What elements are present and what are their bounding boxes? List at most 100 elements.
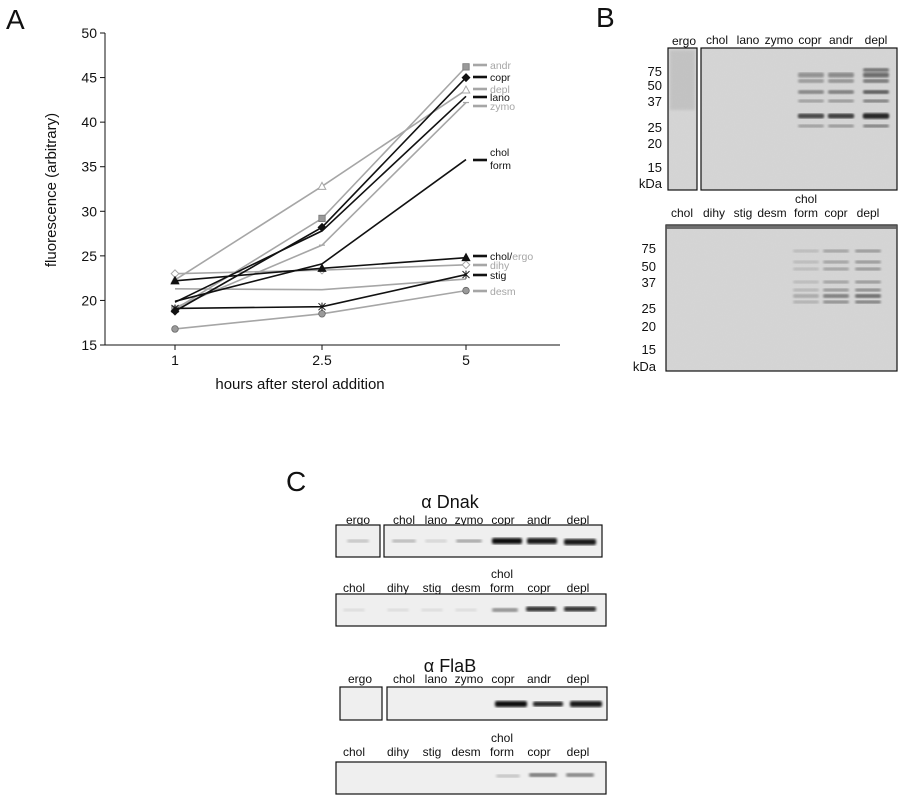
lane-label: zymo — [765, 33, 794, 47]
gel-band — [823, 288, 849, 292]
legend-label: andr — [490, 60, 512, 72]
mw-marker-label: 75 — [642, 241, 656, 256]
lane-label: chol — [393, 513, 415, 527]
data-point-marker — [317, 181, 327, 190]
gel-band — [828, 99, 854, 103]
gel-band — [798, 79, 824, 83]
lane-label: chol — [393, 672, 415, 686]
blot-strips: ergo chol lano zymo copr andr depl chol dihy stig… — [335, 513, 608, 795]
data-point-marker — [461, 85, 471, 94]
blot-band — [566, 773, 594, 777]
lane-label: depl — [857, 206, 880, 220]
mw-marker-label: 25 — [648, 120, 662, 135]
lane-label: depl — [567, 513, 590, 527]
gel-band — [855, 267, 881, 271]
gel-band — [828, 79, 854, 83]
mw-marker-label: 20 — [648, 136, 662, 151]
lane-label: copr — [824, 206, 847, 220]
gel-band — [828, 90, 854, 94]
series-cholform — [174, 158, 467, 303]
gel-band — [793, 260, 819, 264]
lane-label: chol — [343, 581, 365, 595]
gel-band — [793, 288, 819, 292]
sds-gel-panel: ergo chol lano zymo copr andr depl755037252015… — [633, 33, 898, 374]
gel-band — [855, 249, 881, 253]
lane-label: dihy — [387, 581, 409, 595]
lane-label: form — [490, 581, 514, 595]
mw-marker-label: 15 — [648, 160, 662, 175]
gel-band — [793, 300, 819, 304]
lane-label: chol — [343, 745, 365, 759]
gel-band — [828, 124, 854, 128]
blot-band — [495, 701, 527, 707]
gel-band — [855, 294, 881, 298]
lane-label: desm — [451, 745, 480, 759]
y-tick-label: 50 — [81, 25, 97, 41]
lane-label: stig — [423, 745, 442, 759]
mw-unit-label: kDa — [633, 359, 657, 374]
mw-marker-label: 37 — [648, 94, 662, 109]
mw-unit-label: kDa — [639, 176, 663, 191]
data-point-marker — [171, 325, 179, 333]
dnak-blot-strip-bottom — [335, 593, 607, 627]
data-point-marker — [461, 252, 471, 262]
gel-band — [863, 113, 889, 119]
gel-band — [855, 288, 881, 292]
data-point-marker — [170, 275, 180, 285]
data-point-marker — [317, 263, 327, 272]
legend-label: depl — [490, 84, 510, 96]
gel-band — [863, 72, 889, 78]
lane-label: chol — [491, 731, 513, 745]
lane-label: andr — [527, 672, 551, 686]
blot-band — [564, 539, 596, 545]
legend-label: stig — [490, 270, 507, 282]
blot-band — [347, 539, 369, 543]
gel-band — [863, 124, 889, 128]
x-tick-label: 1 — [171, 352, 179, 368]
mw-marker-label: 37 — [642, 275, 656, 290]
blot-band — [456, 539, 482, 543]
legend-label: chol/ergo — [490, 251, 533, 263]
blot-band — [425, 539, 447, 543]
blot-band — [496, 774, 520, 778]
legend-label: copr — [490, 72, 511, 84]
gel-band — [793, 294, 819, 298]
lane-label: lano — [425, 513, 448, 527]
data-point-marker — [318, 310, 326, 318]
mw-marker-label: 50 — [642, 259, 656, 274]
blot-band — [533, 701, 563, 707]
series-line-cholform — [174, 158, 467, 303]
y-tick-label: 40 — [81, 114, 97, 130]
lane-label: copr — [527, 745, 550, 759]
lane-label: stig — [734, 206, 753, 220]
data-point-marker — [318, 214, 326, 223]
lane-label: andr — [829, 33, 853, 47]
x-tick-label: 5 — [462, 352, 470, 368]
chart-series — [170, 63, 471, 333]
gel-band — [823, 267, 849, 271]
flab-title: α FlaB — [424, 656, 476, 676]
legend-label: form — [490, 160, 511, 172]
panel-letter-c: C — [286, 466, 307, 497]
series-zymo — [172, 101, 469, 309]
lane-label: dihy — [387, 745, 409, 759]
blot-band — [387, 608, 409, 612]
y-tick-label: 35 — [81, 159, 97, 175]
legend-label: dihy — [490, 260, 510, 272]
blot-band — [492, 538, 522, 544]
legend-label: chol — [490, 147, 509, 159]
gel-band — [863, 99, 889, 103]
mw-marker-label: 15 — [642, 342, 656, 357]
gel-band — [823, 249, 849, 253]
data-point-marker — [462, 286, 470, 295]
blot-band — [343, 608, 365, 612]
data-point-marker — [461, 260, 471, 270]
western-blot-panel: α Dnak α FlaB ergo chol lano zymo copr andr de… — [335, 492, 608, 795]
legend-label-part: chol/ — [490, 251, 512, 263]
gel-band — [798, 99, 824, 103]
gel-band — [863, 68, 889, 72]
panel-letter-b: B — [596, 2, 615, 33]
chart-axes: 15 20 25 30 35 40 45 50 1 2.5 5 — [81, 25, 560, 368]
